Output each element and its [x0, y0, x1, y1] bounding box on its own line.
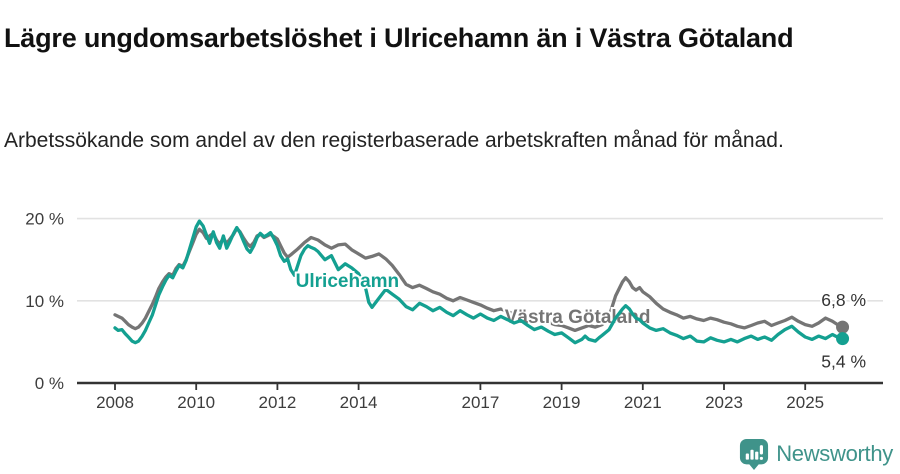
brand-footer: Newsworthy	[739, 438, 893, 470]
series-line-ulricehamn	[113, 219, 845, 345]
x-axis-tick-label: 2023	[705, 393, 743, 412]
x-axis-tick-label: 2012	[258, 393, 296, 412]
x-axis-tick-label: 2025	[786, 393, 824, 412]
x-axis-tick-label: 2017	[461, 393, 499, 412]
end-value-label: 5,4 %	[821, 352, 866, 372]
y-axis-tick-label: 10 %	[25, 292, 64, 311]
series-label: Ulricehamn	[296, 271, 399, 292]
series-end-dot	[836, 320, 850, 334]
chart-subtitle: Arbetssökande som andel av den registerb…	[4, 129, 784, 152]
newsworthy-logo-icon	[740, 439, 769, 470]
x-axis-tick-label: 2008	[96, 393, 134, 412]
chart-area: 0 % 10 % 20 % 2008 2010 2012 2014 2017 2019 2021 2…	[0, 186, 900, 436]
line-chart: 0 % 10 % 20 % 2008 2010 2012 2014 2017 2019 2021 2…	[25, 210, 883, 412]
x-axis-tick-label: 2014	[340, 393, 378, 412]
chart-title: Lägre ungdomsarbetslöshet i Ulricehamn ä…	[4, 23, 794, 54]
y-axis-tick-label: 20 %	[25, 210, 64, 229]
series-end-dot	[836, 332, 850, 346]
x-axis-tick-label: 2021	[624, 393, 662, 412]
y-axis-tick-label: 0 %	[35, 374, 64, 393]
brand-name: Newsworthy	[776, 441, 893, 466]
x-axis-tick-label: 2010	[177, 393, 215, 412]
x-axis-tick-label: 2019	[543, 393, 581, 412]
end-value-label: 6,8 %	[821, 290, 866, 310]
